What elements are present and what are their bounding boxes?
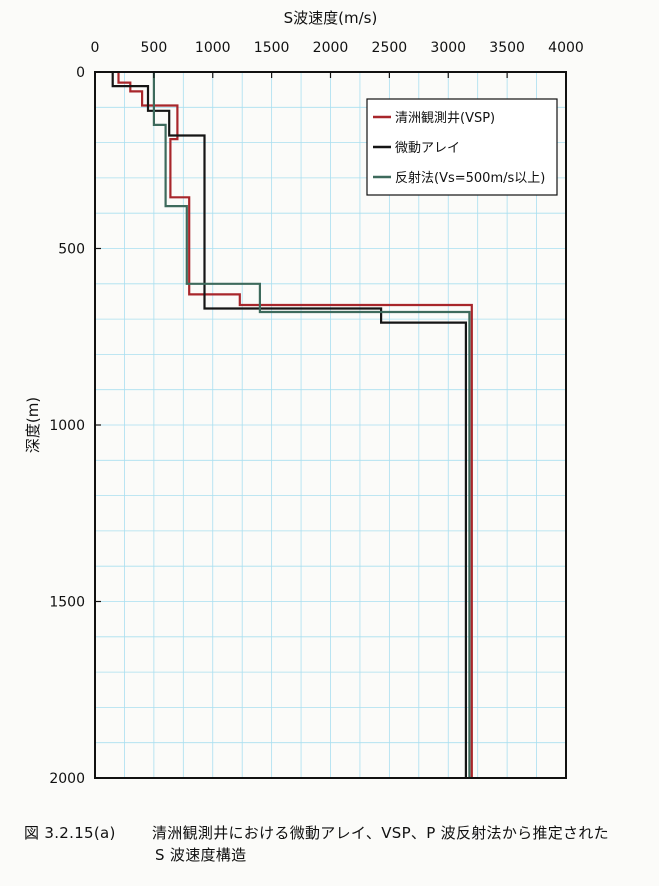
x-tick-label: 3000 xyxy=(430,40,466,56)
legend-entry-label: 反射法(Vs=500m/s以上) xyxy=(395,170,545,186)
figure-number: 図 3.2.15(a) xyxy=(24,824,116,842)
y-axis-label: 深度(m) xyxy=(24,397,42,453)
x-tick-label: 2000 xyxy=(313,40,349,56)
y-tick-label: 2000 xyxy=(49,771,85,787)
y-tick-label: 0 xyxy=(76,65,85,81)
caption-line-1: 図 3.2.15(a) 清洲観測井における微動アレイ、VSP、P 波反射法から推定… xyxy=(24,822,654,844)
series-line-3 xyxy=(152,72,471,778)
figure-caption: 図 3.2.15(a) 清洲観測井における微動アレイ、VSP、P 波反射法から推定… xyxy=(24,822,654,866)
legend-entry-label: 清洲観測井(VSP) xyxy=(395,111,495,126)
ticks: 0 500 1000 1500 2000 2500 3000 3500 4000 0 500 1000… xyxy=(49,40,583,787)
x-tick-label: 1500 xyxy=(254,40,290,56)
x-tick-label: 4000 xyxy=(548,40,584,56)
caption-line-2: S 波速度構造 xyxy=(155,846,247,864)
x-tick-label: 500 xyxy=(141,40,168,56)
chart-svg: 0 500 1000 1500 2000 2500 3000 3500 4000 0 500 1000… xyxy=(24,9,584,787)
x-tick-label: 0 xyxy=(91,40,100,56)
y-tick-label: 1000 xyxy=(49,418,85,434)
x-tick-label: 2500 xyxy=(372,40,408,56)
legend-box xyxy=(366,98,558,196)
series-layer xyxy=(111,72,473,778)
y-tick-label: 1500 xyxy=(49,595,85,611)
caption-text-1: 清洲観測井における微動アレイ、VSP、P 波反射法から推定された xyxy=(152,824,609,842)
chart: 0 500 1000 1500 2000 2500 3000 3500 4000 0 500 1000… xyxy=(24,9,584,787)
y-tick-label: 500 xyxy=(58,242,85,258)
x-tick-label: 3500 xyxy=(489,40,525,56)
x-axis-label: S波速度(m/s) xyxy=(284,9,378,27)
series-line-2 xyxy=(111,72,467,778)
legend-entry-label: 微動アレイ xyxy=(395,141,460,156)
x-tick-label: 1000 xyxy=(195,40,231,56)
